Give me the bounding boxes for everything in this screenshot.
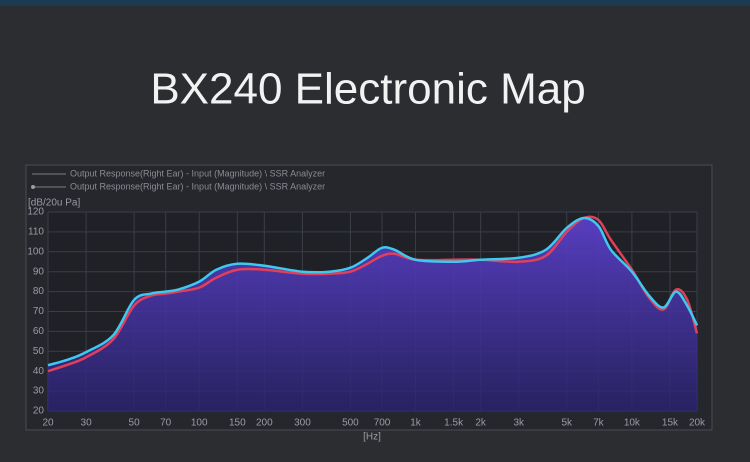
y-tick-label: 110 xyxy=(28,227,44,238)
area xyxy=(48,217,697,411)
y-axis-label: [dB/20u Pa] xyxy=(28,198,80,209)
x-tick-label: 7k xyxy=(593,418,605,429)
y-tick-label: 120 xyxy=(27,207,44,218)
x-tick-label: 300 xyxy=(294,418,311,429)
x-tick-label: 1.5k xyxy=(444,418,464,429)
legend-label: Output Response(Right Ear) - Input (Magn… xyxy=(70,181,325,191)
line xyxy=(47,216,699,367)
x-tick-label: 1k xyxy=(410,418,422,429)
x-tick-label: 5k xyxy=(561,418,573,429)
y-tick-label: 60 xyxy=(33,326,45,337)
legend-marker xyxy=(31,185,35,189)
x-tick-label: 15k xyxy=(662,418,679,429)
x-tick-label: 3k xyxy=(513,418,525,429)
x-tick-label: 700 xyxy=(374,418,391,429)
x-tick-label: 150 xyxy=(229,418,246,429)
line xyxy=(47,215,699,373)
y-tick-label: 100 xyxy=(27,246,44,257)
x-tick-label: 500 xyxy=(342,418,359,429)
x-tick-label: 2k xyxy=(475,418,487,429)
legend-label: Output Response(Right Ear) - Input (Magn… xyxy=(70,168,325,178)
x-axis-label: [Hz] xyxy=(363,432,381,443)
x-tick-label: 50 xyxy=(129,418,141,429)
x-tick-label: 20k xyxy=(689,418,706,429)
x-tick-label: 10k xyxy=(624,418,641,429)
x-tick-label: 20 xyxy=(42,418,54,429)
y-tick-label: 30 xyxy=(33,386,45,397)
x-tick-label: 200 xyxy=(256,418,273,429)
y-tick-label: 40 xyxy=(33,366,45,377)
y-tick-label: 90 xyxy=(33,266,45,277)
x-tick-label: 70 xyxy=(160,418,172,429)
y-tick-label: 50 xyxy=(33,346,45,357)
top-strip xyxy=(0,0,750,6)
y-tick-label: 80 xyxy=(33,286,45,297)
x-tick-label: 30 xyxy=(81,418,93,429)
y-tick-label: 20 xyxy=(33,406,45,417)
y-tick-label: 70 xyxy=(33,306,45,317)
x-tick-label: 100 xyxy=(191,418,208,429)
chart-title: BX240 Electronic Map xyxy=(150,65,585,114)
